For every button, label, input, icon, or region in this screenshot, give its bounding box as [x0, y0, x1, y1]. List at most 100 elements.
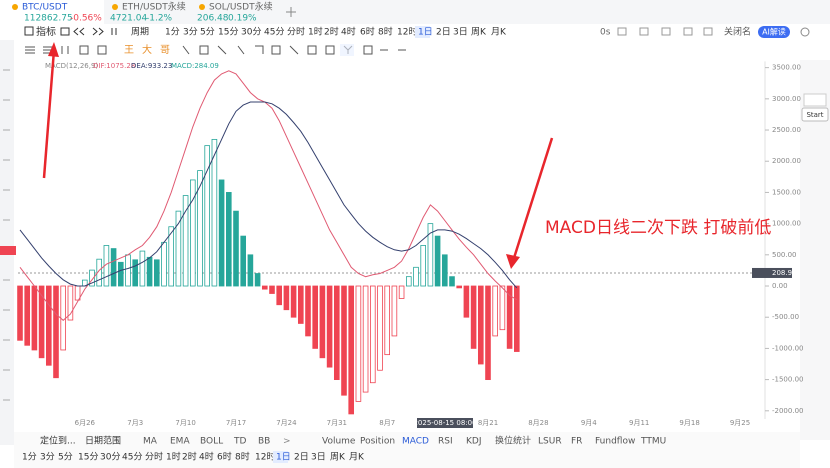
histogram-bar	[24, 285, 30, 346]
more-button[interactable]: >	[283, 437, 291, 447]
histogram-bar	[197, 170, 203, 287]
period-option[interactable]: 2日	[294, 452, 309, 463]
ai-button[interactable]: AI解读	[762, 27, 786, 37]
draw-tools[interactable]	[25, 45, 107, 55]
period-option[interactable]: 1日	[276, 452, 291, 463]
histogram-bar	[276, 285, 282, 306]
period-option[interactable]: 12时	[255, 451, 275, 463]
start-button[interactable]: Start	[806, 111, 823, 119]
period-option[interactable]: 45分	[122, 452, 142, 463]
histogram-bar	[305, 285, 311, 337]
indicator-option[interactable]: FR	[571, 437, 582, 447]
x-tick-label: 9月18	[679, 419, 699, 427]
indicator-option[interactable]: RSI	[438, 437, 453, 447]
period-button[interactable]: 周期	[131, 27, 149, 38]
indicator-option[interactable]: KDJ	[466, 437, 482, 447]
period-option[interactable]: 月K	[491, 27, 507, 38]
period-option[interactable]: 分时	[287, 26, 305, 38]
period-option[interactable]: 4时	[199, 451, 214, 463]
indicator-option[interactable]: LSUR	[538, 437, 562, 447]
period-option[interactable]: 1分	[22, 452, 37, 463]
sidebar-icons[interactable]	[3, 69, 10, 401]
period-option[interactable]: 3分	[40, 452, 55, 463]
overlay-option[interactable]: MA	[143, 437, 158, 447]
crosshair-label-bg	[417, 418, 473, 428]
y-tick-label: 2500.00	[772, 126, 801, 134]
period-option[interactable]: 1时	[166, 451, 181, 463]
period-option[interactable]: 2时	[182, 451, 197, 463]
start-button-bg[interactable]	[801, 107, 829, 122]
panel-box[interactable]	[803, 93, 827, 107]
period-option[interactable]: 45分	[264, 27, 284, 38]
histogram-bar	[290, 285, 297, 318]
calendar-icon[interactable]	[60, 27, 70, 36]
period-option[interactable]: 5分	[200, 27, 215, 38]
nav-icons[interactable]	[73, 27, 117, 36]
overlay-option[interactable]: EMA	[170, 437, 190, 447]
period-option[interactable]: 月K	[349, 452, 365, 463]
tool-icons[interactable]	[617, 27, 713, 36]
indicator-option[interactable]: Fundflow	[595, 437, 635, 447]
ai-button-bg[interactable]	[758, 26, 790, 38]
tab-change: 0.19%	[228, 14, 257, 24]
indicator-option[interactable]: TTMU	[640, 437, 666, 447]
histogram-bar	[470, 285, 477, 349]
period-option[interactable]: 2日	[436, 27, 451, 38]
histogram-bar	[175, 210, 182, 287]
date-range-button[interactable]: 日期范围	[85, 435, 121, 447]
period-option[interactable]: 8时	[378, 26, 393, 38]
period-option[interactable]: 6时	[360, 26, 375, 38]
tab-name[interactable]: BTC/USDT	[22, 3, 68, 13]
period-option[interactable]: 3分	[183, 27, 198, 38]
period-option[interactable]: 12时	[397, 26, 417, 38]
histogram-bar	[240, 235, 247, 287]
period-option[interactable]: 3日	[311, 452, 326, 463]
indicator-option[interactable]: Volume	[322, 437, 356, 447]
y-tick-label: 2000.00	[772, 157, 801, 165]
period-option[interactable]: 1时	[308, 26, 323, 38]
histogram-bar	[60, 285, 66, 351]
histogram-bar	[398, 285, 405, 299]
overlay-option[interactable]: TD	[233, 437, 246, 447]
period-option[interactable]: 30分	[241, 27, 261, 38]
tab-name[interactable]: ETH/USDT永续	[122, 1, 186, 13]
period-option[interactable]: 5分	[58, 452, 73, 463]
period-option[interactable]: 周K	[471, 27, 487, 38]
period-option[interactable]: 2时	[324, 26, 339, 38]
tab-name[interactable]: SOL/USDT永续	[209, 1, 273, 13]
period-option[interactable]: 30分	[100, 452, 120, 463]
indicator-option[interactable]: MACD	[402, 437, 429, 447]
indicator-icon	[24, 26, 34, 36]
arrow	[512, 137, 554, 259]
locate-button[interactable]: 定位到...	[40, 435, 76, 447]
overlay-option[interactable]: BB	[258, 437, 270, 447]
name-toggle[interactable]: 关闭名	[724, 26, 751, 38]
period-option[interactable]: 4时	[341, 26, 356, 38]
indicator-button[interactable]: 指标	[36, 25, 56, 38]
x-tick-label: 7月31	[327, 419, 347, 427]
right-panel	[800, 60, 830, 440]
active-tab[interactable]	[0, 0, 104, 24]
period-option[interactable]: 3日	[453, 27, 468, 38]
overlay-option[interactable]: BOLL	[200, 437, 223, 447]
period-option[interactable]: 15分	[218, 27, 238, 38]
indicator-option[interactable]: Position	[360, 437, 395, 447]
signature: 哥	[160, 44, 170, 56]
period-option[interactable]: 15分	[78, 452, 98, 463]
period-option[interactable]: 周K	[330, 452, 346, 463]
histogram-bar	[506, 285, 513, 349]
period-option[interactable]: 1分	[165, 27, 180, 38]
add-tab[interactable]	[286, 7, 296, 17]
histogram-bar	[355, 285, 362, 402]
histogram-bar	[110, 248, 117, 287]
indicator-option[interactable]: 换位统计	[495, 435, 531, 447]
histogram-bar	[261, 285, 268, 290]
share-icon[interactable]	[800, 27, 810, 37]
period-option[interactable]: 分时	[145, 451, 163, 463]
arrow	[42, 49, 56, 179]
tab-icon	[112, 4, 118, 10]
tab-change: -0.56%	[70, 14, 102, 24]
period-option[interactable]: 8时	[235, 451, 250, 463]
period-option[interactable]: 1日	[418, 27, 433, 38]
period-option[interactable]: 6时	[217, 451, 232, 463]
